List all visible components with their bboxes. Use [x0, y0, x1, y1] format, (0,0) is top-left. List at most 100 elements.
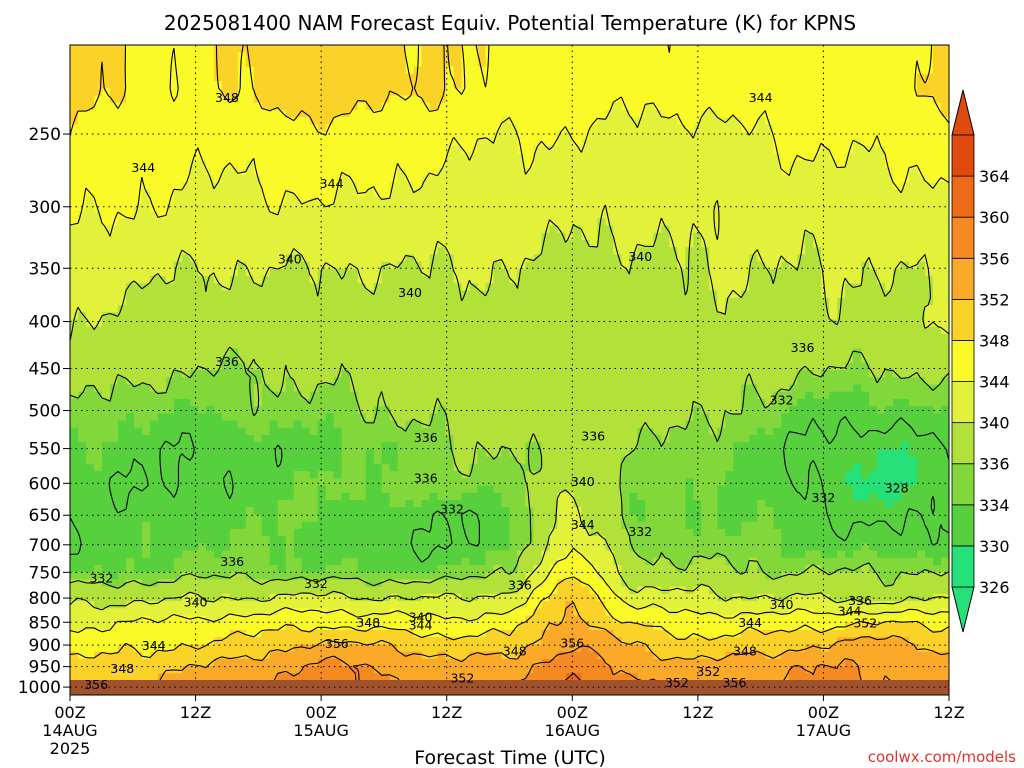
field-cell [365, 153, 375, 162]
field-cell [197, 81, 207, 89]
field-cell [581, 153, 591, 162]
field-cell [157, 182, 167, 191]
field-cell [485, 88, 495, 97]
field-cell [429, 102, 439, 111]
field-cell [221, 189, 231, 198]
field-cell [277, 240, 287, 248]
field-cell [165, 167, 175, 176]
field-cell [429, 138, 439, 147]
field-cell [901, 362, 910, 371]
field-cell [821, 88, 830, 97]
field-cell [333, 362, 343, 371]
field-cell [717, 276, 726, 284]
field-cell [157, 232, 167, 241]
field-cell [573, 153, 583, 162]
field-cell [469, 297, 479, 306]
field-cell [925, 124, 934, 133]
field-cell [109, 66, 119, 75]
field-cell [613, 355, 622, 364]
field-cell [229, 167, 239, 176]
field-cell [157, 45, 167, 53]
field-cell [421, 348, 431, 357]
field-cell [925, 240, 934, 248]
field-cell [805, 312, 814, 321]
field-cell [157, 52, 167, 61]
field-cell [261, 312, 271, 321]
field-cell [365, 232, 375, 241]
field-cell [685, 160, 694, 169]
field-cell [717, 52, 726, 61]
field-cell [861, 283, 870, 292]
field-cell [357, 110, 367, 118]
field-cell [677, 110, 686, 118]
field-cell [909, 66, 918, 75]
field-cell [709, 81, 718, 89]
field-cell [421, 312, 431, 321]
field-cell [381, 283, 391, 292]
field-cell [101, 319, 111, 328]
field-cell [301, 333, 311, 342]
field-cell [245, 203, 255, 212]
field-cell [701, 225, 710, 234]
field-cell [605, 283, 614, 292]
field-cell [85, 348, 95, 357]
field-cell [541, 153, 551, 162]
field-cell [677, 305, 686, 313]
field-cell [925, 348, 934, 357]
field-cell [829, 276, 838, 284]
field-cell [237, 305, 247, 313]
field-cell [461, 95, 471, 104]
field-cell [541, 73, 551, 82]
field-cell [853, 203, 862, 212]
field-cell [925, 45, 934, 53]
field-cell [469, 348, 479, 357]
field-cell [549, 73, 559, 82]
field-cell [621, 218, 630, 227]
field-cell [261, 240, 271, 248]
field-cell [837, 268, 846, 277]
field-cell [309, 225, 319, 234]
field-cell [829, 117, 838, 126]
field-cell [821, 153, 830, 162]
field-cell [253, 355, 263, 364]
field-cell [205, 110, 215, 118]
field-cell [621, 52, 630, 61]
field-cell [365, 81, 375, 89]
field-cell [565, 268, 575, 277]
field-cell [557, 153, 567, 162]
field-cell [269, 124, 279, 133]
field-cell [437, 59, 447, 68]
field-cell [661, 247, 670, 256]
field-cell [405, 45, 415, 53]
field-cell [581, 52, 591, 61]
field-cell [509, 305, 519, 313]
field-cell [517, 211, 527, 219]
field-cell [933, 95, 942, 104]
field-cell [701, 182, 710, 191]
field-cell [845, 240, 854, 248]
field-cell [421, 66, 431, 75]
field-cell [869, 59, 878, 68]
field-cell [205, 312, 215, 321]
field-cell [157, 261, 167, 270]
field-cell [85, 254, 95, 263]
field-cell [669, 81, 678, 89]
field-cell [821, 146, 830, 154]
field-cell [341, 225, 351, 234]
field-cell [477, 203, 487, 212]
field-cell [541, 45, 551, 53]
field-cell [789, 81, 798, 89]
field-cell [261, 138, 271, 147]
field-cell [525, 153, 535, 162]
field-cell [509, 326, 519, 335]
field-cell [653, 131, 662, 140]
field-cell [861, 160, 870, 169]
field-cell [157, 110, 167, 118]
field-cell [621, 297, 630, 306]
field-cell [661, 341, 670, 349]
field-cell [245, 283, 255, 292]
field-cell [437, 167, 447, 176]
field-cell [421, 276, 431, 284]
field-cell [677, 326, 686, 335]
field-cell [317, 45, 327, 53]
